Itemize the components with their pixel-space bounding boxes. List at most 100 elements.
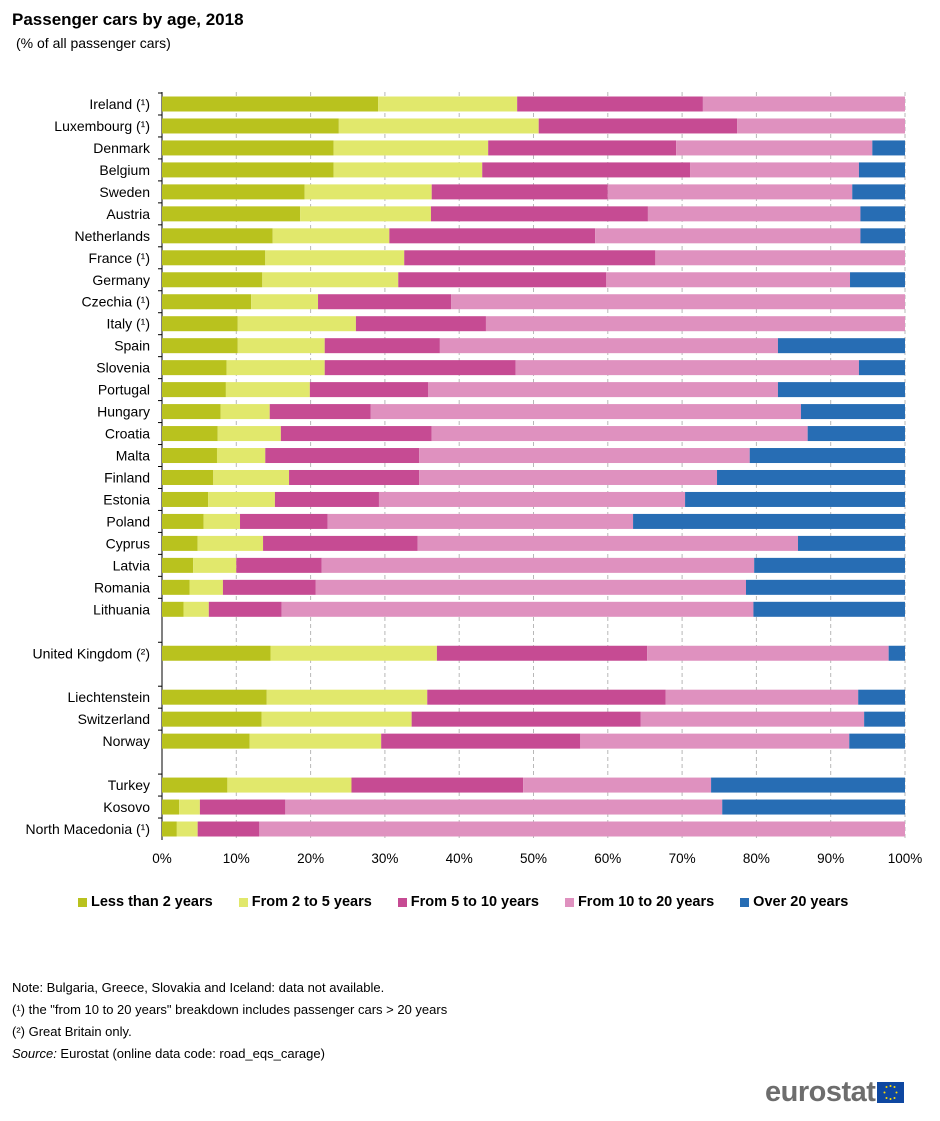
bar-segment <box>289 469 420 485</box>
bar-segment <box>318 294 452 310</box>
bar-segment <box>162 316 238 332</box>
category-label: Spain <box>114 338 150 354</box>
legend-swatch <box>397 897 407 907</box>
bar-segment <box>266 689 428 705</box>
bar-segment <box>269 404 371 420</box>
category-label: Belgium <box>99 162 150 178</box>
bar-segment <box>327 513 634 529</box>
bar-segment <box>179 799 200 815</box>
bar-segment <box>225 382 310 398</box>
bar-segment <box>197 535 264 551</box>
chart-title: Passenger cars by age, 2018 <box>12 10 244 29</box>
bar-segment <box>858 689 905 705</box>
bar-segment <box>300 206 431 222</box>
bar-segment <box>226 360 325 376</box>
bar-segment <box>251 294 319 310</box>
bar-segment <box>262 272 399 288</box>
category-label: Turkey <box>108 777 150 793</box>
category-label: United Kingdom (²) <box>33 645 151 661</box>
bar-segment <box>749 448 905 464</box>
bar-segment <box>324 360 516 376</box>
bar-segment <box>162 689 267 705</box>
bar-segment <box>270 645 437 661</box>
chart-subtitle: (% of all passenger cars) <box>16 35 171 51</box>
category-label: Slovenia <box>96 360 150 376</box>
bar-segment <box>888 645 905 661</box>
eurostat-logo: eurostat <box>765 1076 905 1109</box>
bar-segment <box>162 250 266 266</box>
category-label: Netherlands <box>75 228 151 244</box>
bar-segment <box>378 491 686 507</box>
bar-segment <box>753 601 905 617</box>
category-label: Czechia (¹) <box>82 294 150 310</box>
x-tick-label: 20% <box>297 851 324 866</box>
bar-segment <box>216 448 266 464</box>
category-label: Liechtenstein <box>67 689 150 705</box>
legend-label: From 5 to 10 years <box>410 894 539 910</box>
bar-segment <box>655 250 905 266</box>
bar-segment <box>864 711 905 727</box>
bar-segment <box>162 601 184 617</box>
bar-segment <box>162 96 379 112</box>
category-label: Hungary <box>97 404 150 420</box>
legend-item: From 2 to 5 years <box>238 894 372 910</box>
bar-segment <box>162 777 228 793</box>
bar-segment <box>523 777 712 793</box>
legend-swatch <box>740 897 750 907</box>
bar-segment <box>351 777 524 793</box>
bar-segment <box>417 535 799 551</box>
bar-segment <box>398 272 607 288</box>
bar-segment <box>261 711 412 727</box>
bar-segment <box>647 645 889 661</box>
bar-segment <box>722 799 905 815</box>
bar-segment <box>745 579 905 595</box>
bar-segment <box>800 404 905 420</box>
bar-segment <box>208 601 282 617</box>
category-label: Romania <box>94 579 150 595</box>
bar-segment <box>280 426 432 442</box>
category-label: Finland <box>104 469 150 485</box>
bar-segment <box>162 382 226 398</box>
bar-segment <box>162 426 218 442</box>
bar-segment <box>640 711 865 727</box>
note-text: Note: Bulgaria, Greece, Slovakia and Ice… <box>12 980 385 995</box>
bar-segment <box>858 360 905 376</box>
category-label: Portugal <box>98 382 150 398</box>
category-label: Poland <box>106 513 150 529</box>
bar-segment <box>378 96 518 112</box>
bar-segment <box>711 777 905 793</box>
bar-segment <box>237 338 325 354</box>
legend-item: From 10 to 20 years <box>564 894 715 910</box>
bar-segment <box>647 206 861 222</box>
bar-segment <box>162 294 252 310</box>
bar-segment <box>208 491 275 507</box>
bar-segment <box>249 733 382 749</box>
source-line: Source: Eurostat (online data code: road… <box>12 1043 447 1065</box>
bar-segment <box>451 294 905 310</box>
x-tick-label: 10% <box>223 851 250 866</box>
bar-segment <box>538 118 738 134</box>
category-label: Switzerland <box>78 711 150 727</box>
legend-label: From 10 to 20 years <box>577 894 715 910</box>
bar-segment <box>227 777 352 793</box>
logo-text: eurostat <box>765 1076 876 1108</box>
bar-segment <box>595 228 861 244</box>
bar-segment <box>162 799 180 815</box>
legend-item: Less than 2 years <box>78 894 213 910</box>
category-label: Malta <box>116 448 150 464</box>
category-label: France (¹) <box>89 250 150 266</box>
bar-segment <box>850 272 905 288</box>
bar-segment <box>690 162 859 178</box>
bar-segment <box>754 557 905 573</box>
category-label: Kosovo <box>103 799 150 815</box>
category-label: Croatia <box>105 426 150 442</box>
bar-segment <box>427 382 778 398</box>
bar-segment <box>259 821 905 837</box>
legend-label: Less than 2 years <box>91 894 213 910</box>
bar-segment <box>676 140 873 156</box>
bar-segment <box>324 338 440 354</box>
category-label: Cyprus <box>106 535 150 551</box>
bar-segment <box>162 821 177 837</box>
bar-segment <box>162 184 305 200</box>
bar-segment <box>203 513 241 529</box>
